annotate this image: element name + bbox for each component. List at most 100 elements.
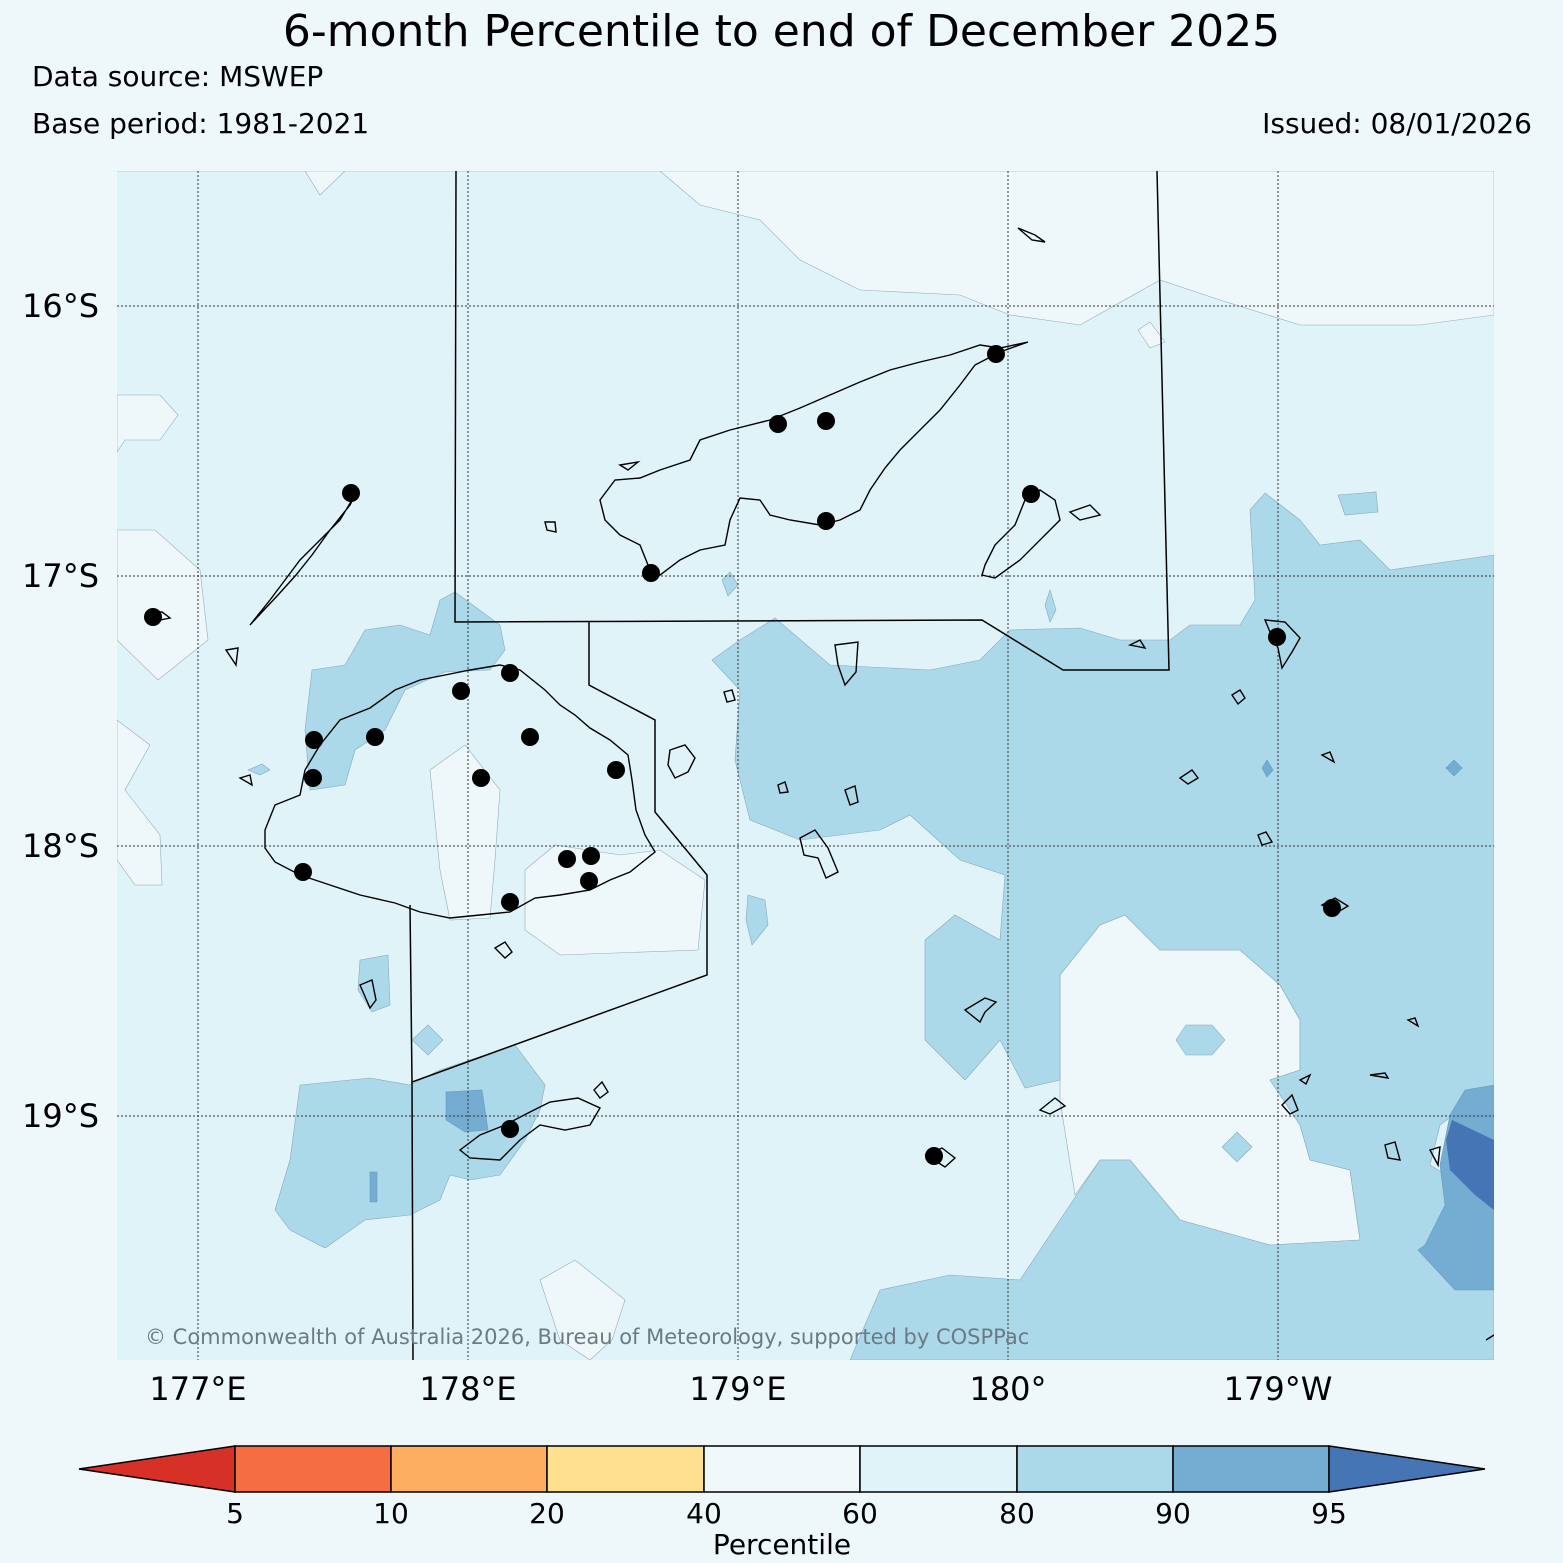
dark-blue-region-east [1446, 1120, 1494, 1210]
colorbar-tick-80: 80 [999, 1497, 1035, 1530]
boundary-western-central [409, 904, 413, 1083]
station-marker [521, 728, 539, 746]
light-region-west-1 [117, 394, 179, 453]
copyright-notice: © Commonwealth of Australia 2026, Bureau… [145, 1325, 1029, 1349]
light-region-vitilevu [429, 744, 501, 921]
colorbar-segment-60-80 [859, 1445, 1018, 1493]
colorbar [78, 1445, 1486, 1493]
station-marker [305, 731, 323, 749]
colorbar-tick-40: 40 [686, 1497, 722, 1530]
lon-label-180: 180° [969, 1370, 1047, 1408]
base-period-label: Base period: 1981-2021 [32, 107, 370, 140]
station-marker [144, 608, 162, 626]
lat-label-17s: 17°S [22, 557, 100, 595]
colorbar-segment-below-5 [78, 1445, 236, 1493]
lat-label-18s: 18°S [22, 827, 100, 865]
colorbar-label: Percentile [712, 1528, 852, 1561]
coast-small-east-2 [1231, 689, 1246, 706]
coast-small-central-4 [844, 785, 859, 806]
station-markers [144, 345, 1341, 1165]
light-region-west-3 [117, 719, 163, 886]
coast-small-west-1 [224, 647, 239, 667]
lon-label-178e: 178°E [419, 1370, 517, 1408]
station-marker [642, 564, 660, 582]
station-marker [1323, 899, 1341, 917]
coast-small-west-2 [238, 774, 253, 787]
coast-small-lau-5 [1257, 831, 1274, 846]
colorbar-segment-90-95 [1172, 1445, 1330, 1493]
percentile-above-95-regions [1446, 1120, 1494, 1210]
coast-small-lau-2 [1406, 1017, 1420, 1028]
mid-blue-region-small-3 [1445, 759, 1463, 777]
coast-koro [834, 641, 859, 687]
colorbar-segment-20-40 [546, 1445, 705, 1493]
colorbar-tick-20: 20 [529, 1497, 565, 1530]
coast-vanua-levu [599, 341, 1029, 576]
coast-ovalau [667, 744, 696, 779]
station-marker [304, 769, 322, 787]
lat-label-16s: 16°S [22, 287, 100, 325]
station-marker [366, 728, 384, 746]
coast-small-central [544, 521, 557, 533]
coast-moala [963, 997, 998, 1024]
station-marker [1022, 485, 1040, 503]
station-marker [580, 872, 598, 890]
colorbar-tick-60: 60 [842, 1497, 878, 1530]
light-region-north [117, 171, 1494, 326]
map-area: © Commonwealth of Australia 2026, Bureau… [117, 171, 1494, 1360]
light-region-southeast-vitilevu [524, 844, 706, 956]
coast-small-north [1017, 227, 1046, 243]
station-marker [925, 1147, 943, 1165]
gridlines [117, 171, 1494, 1360]
coast-small-lau-7 [1369, 1072, 1390, 1079]
blue-region-small-5 [1221, 1131, 1253, 1163]
issued-date-label: Issued: 08/01/2026 [1262, 107, 1532, 140]
station-marker [1268, 628, 1286, 646]
mid-blue-region-small-2 [1261, 759, 1274, 778]
boundary-central-eastern [411, 622, 708, 1360]
coast-small-central-3 [777, 781, 789, 794]
blue-region-small-4 [1175, 1024, 1226, 1056]
coast-viti-levu [264, 664, 656, 919]
blue-region-small-8 [1044, 589, 1057, 623]
lon-label-179e: 179°E [689, 1370, 787, 1408]
data-source-label: Data source: MSWEP [32, 60, 324, 93]
light-region-small-2 [1137, 321, 1166, 349]
station-marker [817, 512, 835, 530]
coast-small-east-1 [1178, 769, 1200, 785]
coast-small-corner [1485, 1334, 1494, 1341]
mid-blue-region-kadavu [445, 1089, 489, 1133]
station-marker [558, 850, 576, 868]
coast-small-lau-8 [1298, 1073, 1312, 1086]
station-marker [582, 847, 600, 865]
boundary-northern [454, 171, 1170, 671]
station-marker [472, 769, 490, 787]
blue-region-small-3 [745, 894, 769, 946]
coast-small-lau-4 [1428, 1146, 1441, 1168]
coast-small-central-2 [723, 689, 736, 703]
lon-label-179w: 179°W [1223, 1370, 1333, 1408]
mid-blue-region-small-1 [369, 1171, 378, 1203]
coast-beqa-region [359, 979, 377, 1010]
colorbar-tick-10: 10 [373, 1497, 409, 1530]
coast-small-lau-3 [1384, 1141, 1401, 1161]
station-marker [501, 893, 519, 911]
blue-region-small-7 [247, 763, 271, 776]
colorbar-segment-5-10 [234, 1445, 392, 1493]
colorbar-segment-above-95 [1328, 1445, 1486, 1493]
station-marker [294, 863, 312, 881]
map-title: 6-month Percentile to end of December 20… [282, 6, 1281, 57]
division-boundaries [409, 171, 1170, 1360]
colorbar-tick-95: 95 [1311, 1497, 1347, 1530]
coast-qamea [1068, 504, 1102, 521]
blue-region-vitilevu-north [304, 591, 506, 791]
station-marker [817, 412, 835, 430]
colorbar-tick-90: 90 [1155, 1497, 1191, 1530]
percentile-40-60-regions [117, 171, 1494, 1360]
colorbar-segment-80-90 [1016, 1445, 1174, 1493]
station-marker [342, 484, 360, 502]
coastlines [145, 227, 1494, 1341]
colorbar-segment-10-20 [390, 1445, 548, 1493]
blue-region-small-6 [1337, 491, 1379, 516]
coast-matuku [1038, 1097, 1067, 1115]
